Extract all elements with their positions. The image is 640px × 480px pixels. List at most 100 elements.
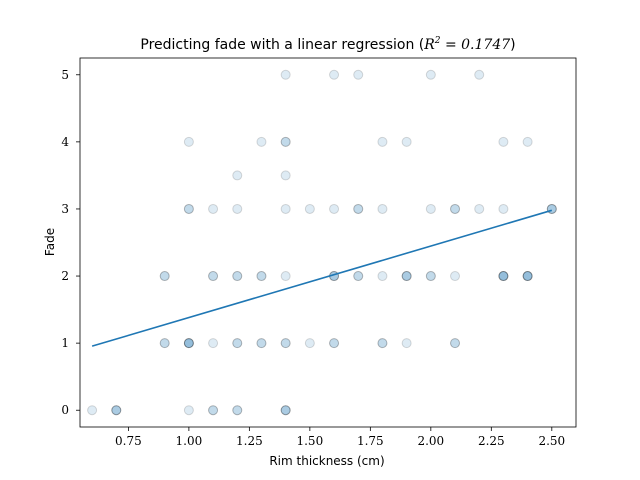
data-point-13 <box>159 338 170 349</box>
data-point-28 <box>377 338 388 349</box>
data-point-52 <box>425 271 436 282</box>
data-point-50 <box>401 271 412 282</box>
data-point-91 <box>329 69 340 80</box>
data-point-6 <box>208 405 219 416</box>
data-point-63 <box>183 203 194 214</box>
data-point-84 <box>280 136 291 147</box>
data-point-74 <box>450 203 461 214</box>
x-axis-label: Rim thickness (cm) <box>269 454 384 468</box>
title-suffix: ) <box>510 37 515 53</box>
data-point-64 <box>208 203 219 214</box>
data-point-36 <box>208 271 219 282</box>
data-point-59 <box>522 271 533 282</box>
data-point-49 <box>401 271 412 282</box>
data-point-20 <box>232 338 243 349</box>
data-point-61 <box>522 271 533 282</box>
data-point-30 <box>401 338 412 349</box>
x-tick-label-7: 2.50 <box>538 434 565 448</box>
data-point-34 <box>159 271 170 282</box>
data-point-89 <box>522 136 533 147</box>
data-point-51 <box>425 271 436 282</box>
x-axis-ticks: 0.75 1.00 1.25 1.50 1.75 2.00 2.25 2.50 <box>115 427 565 448</box>
data-point-17 <box>183 338 194 349</box>
data-point-86 <box>377 136 388 147</box>
data-point-57 <box>498 271 509 282</box>
data-point-65 <box>232 203 243 214</box>
data-point-32 <box>450 338 461 349</box>
data-point-29 <box>377 338 388 349</box>
x-tick-label-2: 1.25 <box>236 434 263 448</box>
data-point-21 <box>256 338 267 349</box>
data-point-22 <box>256 338 267 349</box>
x-tick-label-0: 0.75 <box>115 434 142 448</box>
y-axis-ticks: 0 1 2 3 4 5 <box>61 68 80 417</box>
plot-frame <box>79 57 577 428</box>
data-point-62 <box>183 203 194 214</box>
data-point-2 <box>111 405 122 416</box>
data-point-73 <box>450 203 461 214</box>
data-point-66 <box>280 203 291 214</box>
data-point-69 <box>353 203 364 214</box>
data-point-15 <box>183 338 194 349</box>
x-tick-label-3: 1.50 <box>296 434 323 448</box>
data-point-19 <box>232 338 243 349</box>
data-point-68 <box>329 203 340 214</box>
data-point-18 <box>208 338 219 349</box>
data-point-94 <box>474 69 485 80</box>
data-point-31 <box>450 338 461 349</box>
data-point-47 <box>377 271 388 282</box>
y-tick-label-5: 5 <box>61 68 69 82</box>
data-point-4 <box>183 405 194 416</box>
data-point-12 <box>159 338 170 349</box>
y-axis-label: Fade <box>43 228 57 256</box>
data-point-8 <box>232 405 243 416</box>
data-point-7 <box>232 405 243 416</box>
x-tick-label-6: 2.25 <box>478 434 505 448</box>
data-point-55 <box>498 271 509 282</box>
data-point-80 <box>232 170 243 181</box>
data-point-10 <box>280 405 291 416</box>
data-point-39 <box>256 271 267 282</box>
y-tick-label-2: 2 <box>61 269 69 283</box>
points-layer <box>87 69 557 416</box>
data-point-16 <box>183 338 194 349</box>
data-point-81 <box>280 170 291 181</box>
data-point-23 <box>280 338 291 349</box>
data-point-41 <box>280 271 291 282</box>
data-point-71 <box>377 203 388 214</box>
data-point-27 <box>329 338 340 349</box>
data-point-90 <box>280 69 291 80</box>
data-point-45 <box>353 271 364 282</box>
title-math-rest: = 0.1747 <box>441 37 511 53</box>
chart-title: Predicting fade with a linear regression… <box>140 36 515 53</box>
data-point-85 <box>280 136 291 147</box>
data-point-46 <box>353 271 364 282</box>
data-point-3 <box>111 405 122 416</box>
data-point-79 <box>546 203 557 214</box>
data-point-83 <box>256 136 267 147</box>
x-tick-label-4: 1.75 <box>357 434 384 448</box>
data-point-70 <box>353 203 364 214</box>
regression-layer <box>91 209 553 347</box>
data-point-24 <box>280 338 291 349</box>
data-point-33 <box>159 271 170 282</box>
data-point-92 <box>353 69 364 80</box>
data-point-75 <box>474 203 485 214</box>
regression-line <box>91 209 553 347</box>
data-point-37 <box>232 271 243 282</box>
data-point-25 <box>304 338 315 349</box>
x-tick-label-5: 2.00 <box>417 434 444 448</box>
data-point-9 <box>280 405 291 416</box>
x-tick-label-1: 1.00 <box>176 434 203 448</box>
data-point-40 <box>256 271 267 282</box>
data-point-67 <box>304 203 315 214</box>
title-math-var: R <box>423 37 435 53</box>
data-point-14 <box>183 338 194 349</box>
data-point-72 <box>425 203 436 214</box>
data-point-0 <box>87 405 98 416</box>
y-tick-label-0: 0 <box>61 403 69 417</box>
data-point-76 <box>498 203 509 214</box>
y-tick-label-4: 4 <box>61 135 69 149</box>
